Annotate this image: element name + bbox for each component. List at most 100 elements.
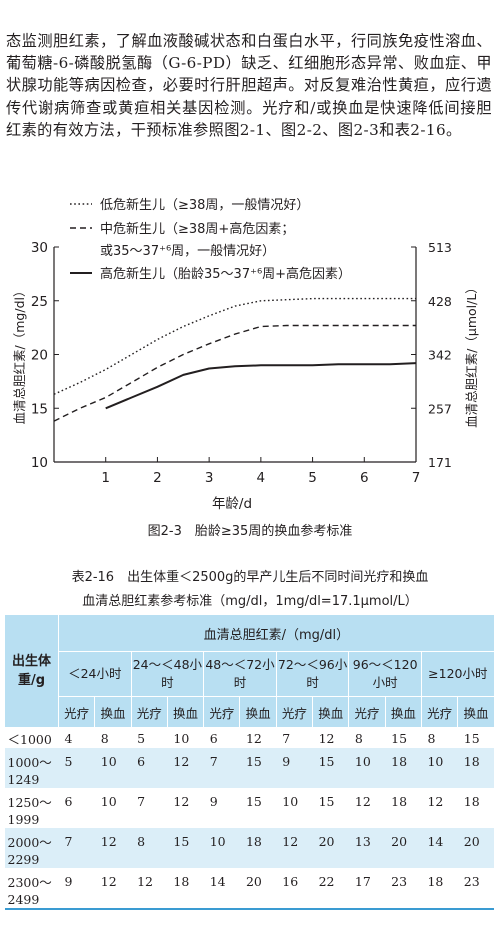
x-axis-label: 年龄/d xyxy=(212,496,252,512)
y-tick-label-right: 513 xyxy=(428,240,452,255)
phototherapy-subheader: 光疗 xyxy=(275,696,314,728)
x-tick-label: 2 xyxy=(153,470,162,486)
phototherapy-value: 12 xyxy=(427,794,444,809)
phototherapy-value: 14 xyxy=(421,828,458,868)
exchange-value: 18 xyxy=(391,794,408,809)
exchange-transfusion-chart: 低危新生儿（≥38周，一般情况好） 中危新生儿（≥38周+高危因素； 或35～37⁺… xyxy=(12,197,479,512)
phototherapy-value: 6 xyxy=(131,748,168,788)
time-header: 48～＜72小时 xyxy=(203,651,277,697)
phototherapy-subheader: 光疗 xyxy=(57,696,96,728)
phototherapy-value: 8 xyxy=(131,828,168,868)
phototherapy-value: 5 xyxy=(58,748,95,788)
phototherapy-subheader: 光疗 xyxy=(203,696,241,728)
phototherapy-value: 7 xyxy=(58,828,95,868)
series-line-dotted xyxy=(53,297,416,395)
figure-caption: 图2-3 胎龄≥35周的换血参考标准 xyxy=(147,524,353,539)
phototherapy-value: 10 xyxy=(348,748,386,788)
y-tick-label-right: 428 xyxy=(428,294,452,309)
phototherapy-value: 10 xyxy=(282,794,299,809)
phototherapy-value: 7 xyxy=(282,731,291,746)
phototherapy-value: 6 xyxy=(64,794,73,809)
exchange-value: 15 xyxy=(239,748,277,788)
x-tick-label: 5 xyxy=(308,470,317,486)
weight-cell: 1250～1999 xyxy=(7,795,52,827)
time-header: 24～＜48小时 xyxy=(130,651,205,697)
exchange-value: 23 xyxy=(457,868,495,910)
table-row: 1250～1999 6 10 7 12 9 15 10 15 12 18 12 18 xyxy=(5,788,495,828)
phototherapy-value: 5 xyxy=(137,731,146,746)
weight-cell: 2300～2499 xyxy=(4,868,59,910)
weight-cell: 1000～1249 xyxy=(4,748,59,788)
exchange-value: 20 xyxy=(312,828,349,868)
chart-lines xyxy=(53,297,417,422)
table-title-line-2: 血清总胆红素参考标准（mg/dl，1mg/dl=17.1μmol/L） xyxy=(82,594,418,609)
exchange-subheader: 换血 xyxy=(166,696,205,728)
exchange-value: 12 xyxy=(173,794,190,809)
x-tick-label: 6 xyxy=(360,470,369,486)
time-header: ≥120小时 xyxy=(420,651,495,697)
exchange-value: 15 xyxy=(318,794,335,809)
body-paragraph: 态监测胆红素，了解血液酸碱状态和白蛋白水平，行同族免疫性溶血、葡萄糖-6-磷酸脱… xyxy=(6,32,492,139)
exchange-subheader: 换血 xyxy=(384,696,422,728)
phototherapy-value: 13 xyxy=(348,828,386,868)
exchange-value: 10 xyxy=(100,794,117,809)
exchange-subheader: 换血 xyxy=(457,696,495,728)
exchange-value: 10 xyxy=(173,731,190,746)
exchange-value: 15 xyxy=(245,794,262,809)
y-tick-label-right: 257 xyxy=(428,401,452,416)
phototherapy-value: 4 xyxy=(64,731,73,746)
weight-column-header: 出生体重/g xyxy=(4,614,59,728)
phototherapy-subheader: 光疗 xyxy=(130,696,168,728)
exchange-value: 12 xyxy=(245,731,262,746)
exchange-value: 18 xyxy=(457,748,495,788)
legend-label: 中危新生儿（≥38周+高危因素； xyxy=(100,221,294,237)
x-tick-label: 1 xyxy=(101,470,110,486)
phototherapy-value: 9 xyxy=(209,794,218,809)
phototherapy-value: 18 xyxy=(421,868,458,910)
phototherapy-value: 12 xyxy=(354,794,371,809)
legend-label: 或35～37⁺⁶周，一般情况好） xyxy=(100,243,275,259)
x-tick-label: 7 xyxy=(412,470,421,486)
exchange-value: 15 xyxy=(391,731,408,746)
phototherapy-value: 7 xyxy=(203,748,240,788)
phototherapy-exchange-table: 出生体重/g 血清总胆红素/（mg/dl） ＜24小时 24～＜48小时 48～＜7… xyxy=(4,614,495,910)
phototherapy-value: 8 xyxy=(354,731,363,746)
bilirubin-group-header: 血清总胆红素/（mg/dl） xyxy=(58,614,495,652)
phototherapy-value: 10 xyxy=(203,828,240,868)
exchange-value: 20 xyxy=(457,828,495,868)
table-title-line-1: 表2-16 出生体重＜2500g的早产儿生后不同时间光疗和换血 xyxy=(71,570,429,585)
phototherapy-value: 8 xyxy=(427,731,436,746)
phototherapy-value: 6 xyxy=(209,731,218,746)
table-row: 2300～2499 9 12 12 18 14 20 16 22 17 23 18 23 xyxy=(4,868,495,910)
y-tick-label-right: 171 xyxy=(428,455,452,470)
time-header: ＜24小时 xyxy=(58,651,132,697)
phototherapy-value: 17 xyxy=(348,868,386,910)
table-row: ＜1000 4 8 5 10 6 12 7 12 8 15 8 15 xyxy=(5,728,495,749)
phototherapy-value: 9 xyxy=(58,868,95,910)
phototherapy-value: 9 xyxy=(276,748,313,788)
y-tick-label-right: 342 xyxy=(428,348,452,363)
x-tick-label: 3 xyxy=(205,470,214,486)
y-axis-label-left: 血清总胆红素/（mg/dl） xyxy=(12,285,27,425)
chart-legend: 低危新生儿（≥38周，一般情况好） 中危新生儿（≥38周+高危因素； 或35～37⁺… xyxy=(70,197,351,282)
exchange-value: 8 xyxy=(100,731,109,746)
y-tick-label-left: 25 xyxy=(31,294,48,310)
exchange-value: 23 xyxy=(385,868,422,910)
exchange-value: 15 xyxy=(463,731,480,746)
exchange-value: 18 xyxy=(385,748,422,788)
y-axis-label-right: 血清总胆红素/（μmol/L） xyxy=(464,281,479,428)
y-tick-label-left: 15 xyxy=(31,401,48,417)
chart-labels: 10 171 15 257 20 342 25 428 30 513 1 2 3 4 5 6 7 年龄/d 血清总胆… xyxy=(12,240,479,512)
exchange-value: 12 xyxy=(318,731,335,746)
exchange-subheader: 换血 xyxy=(239,696,277,728)
x-tick-label: 4 xyxy=(257,470,266,486)
phototherapy-value: 12 xyxy=(131,868,168,910)
exchange-value: 15 xyxy=(312,748,349,788)
phototherapy-value: 10 xyxy=(421,748,458,788)
y-tick-label-left: 20 xyxy=(31,348,48,364)
exchange-value: 12 xyxy=(94,828,132,868)
weight-cell: 2000～2299 xyxy=(4,828,59,868)
table-row: 1000～1249 5 10 6 12 7 15 9 15 10 18 10 18 xyxy=(4,748,495,788)
exchange-value: 18 xyxy=(239,828,277,868)
exchange-value: 12 xyxy=(167,748,204,788)
